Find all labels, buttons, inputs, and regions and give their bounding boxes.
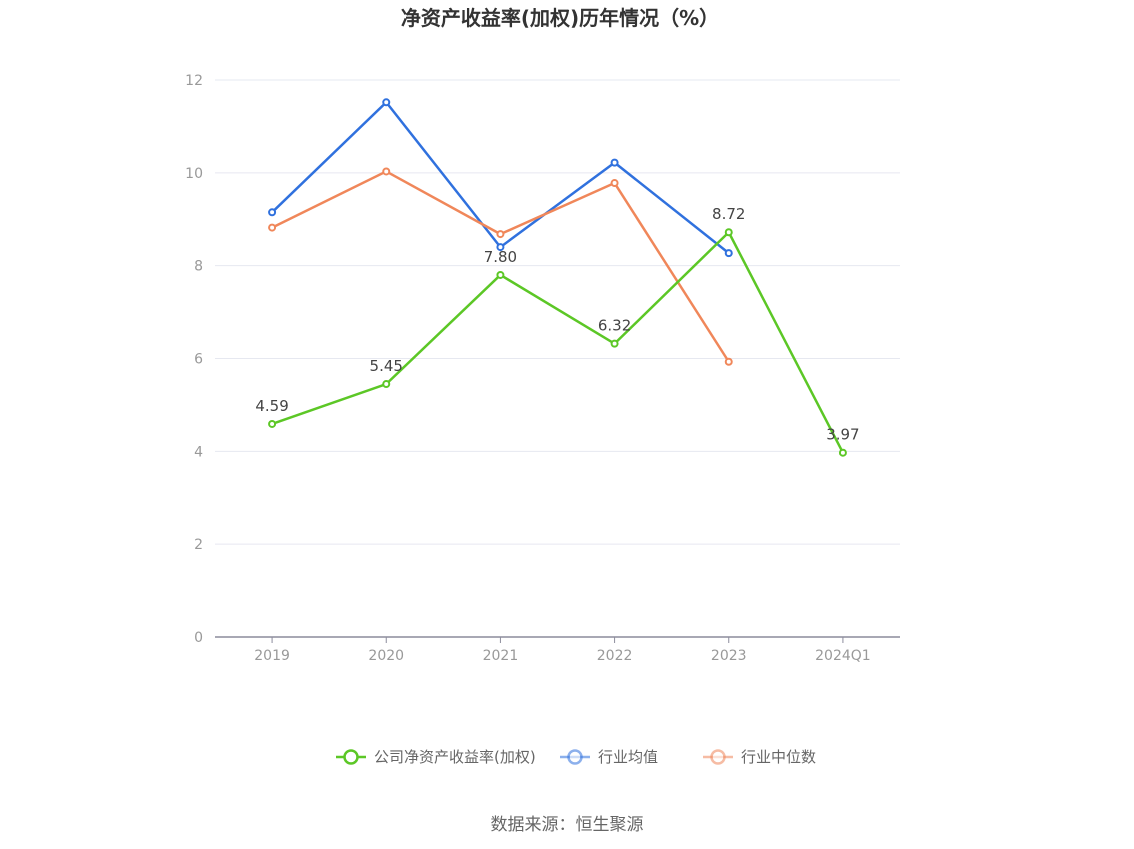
x-tick-label: 2024Q1 bbox=[815, 648, 871, 664]
x-tick-label: 2019 bbox=[254, 648, 290, 664]
data-label: 3.97 bbox=[826, 426, 859, 444]
data-point bbox=[724, 357, 733, 366]
legend-marker bbox=[567, 749, 583, 765]
y-axis: 0 2 4 6 8 10 12 bbox=[185, 73, 203, 646]
data-point bbox=[382, 167, 391, 176]
y-tick-label: 6 bbox=[194, 352, 203, 368]
data-label: 6.32 bbox=[598, 317, 631, 335]
data-point bbox=[268, 419, 277, 428]
x-axis: 2019 2020 2021 2022 2023 2024Q1 bbox=[215, 636, 900, 664]
y-tick-label: 10 bbox=[185, 166, 203, 182]
source-note: 数据来源：恒生聚源 bbox=[491, 815, 644, 835]
data-point bbox=[382, 98, 391, 107]
x-tick-label: 2022 bbox=[597, 648, 633, 664]
y-tick-label: 8 bbox=[194, 259, 203, 275]
data-point bbox=[268, 208, 277, 217]
y-tick-label: 12 bbox=[185, 73, 203, 89]
chart-title: 净资产收益率(加权)历年情况（%） bbox=[401, 6, 719, 30]
data-point bbox=[496, 230, 505, 239]
data-point bbox=[610, 158, 619, 167]
data-label: 7.80 bbox=[484, 248, 517, 266]
data-label: 5.45 bbox=[370, 357, 403, 375]
y-tick-label: 0 bbox=[194, 630, 203, 646]
y-tick-label: 2 bbox=[194, 537, 203, 553]
legend-label: 行业均值 bbox=[598, 748, 658, 766]
legend: 公司净资产收益率(加权) 行业均值 行业中位数 bbox=[336, 748, 816, 766]
legend-label: 行业中位数 bbox=[741, 748, 816, 766]
data-point bbox=[838, 448, 847, 457]
legend-label: 公司净资产收益率(加权) bbox=[374, 748, 536, 766]
x-tick-label: 2021 bbox=[483, 648, 519, 664]
legend-marker bbox=[343, 749, 359, 765]
data-point bbox=[610, 339, 619, 348]
data-point bbox=[724, 249, 733, 258]
data-point bbox=[496, 243, 505, 252]
data-point bbox=[496, 270, 505, 279]
data-point bbox=[382, 380, 391, 389]
x-tick-label: 2023 bbox=[711, 648, 747, 664]
data-label: 4.59 bbox=[255, 397, 288, 415]
x-tick-label: 2020 bbox=[368, 648, 404, 664]
y-tick-label: 4 bbox=[194, 444, 203, 460]
data-point bbox=[724, 228, 733, 237]
grid-lines bbox=[215, 79, 900, 545]
series-line bbox=[271, 230, 845, 454]
legend-marker bbox=[710, 749, 726, 765]
data-labels: 4.59 5.45 7.80 6.32 8.72 3.97 bbox=[255, 205, 859, 443]
series-layer bbox=[268, 98, 847, 457]
data-point bbox=[268, 223, 277, 232]
data-label: 8.72 bbox=[712, 205, 745, 223]
data-point bbox=[610, 179, 619, 188]
